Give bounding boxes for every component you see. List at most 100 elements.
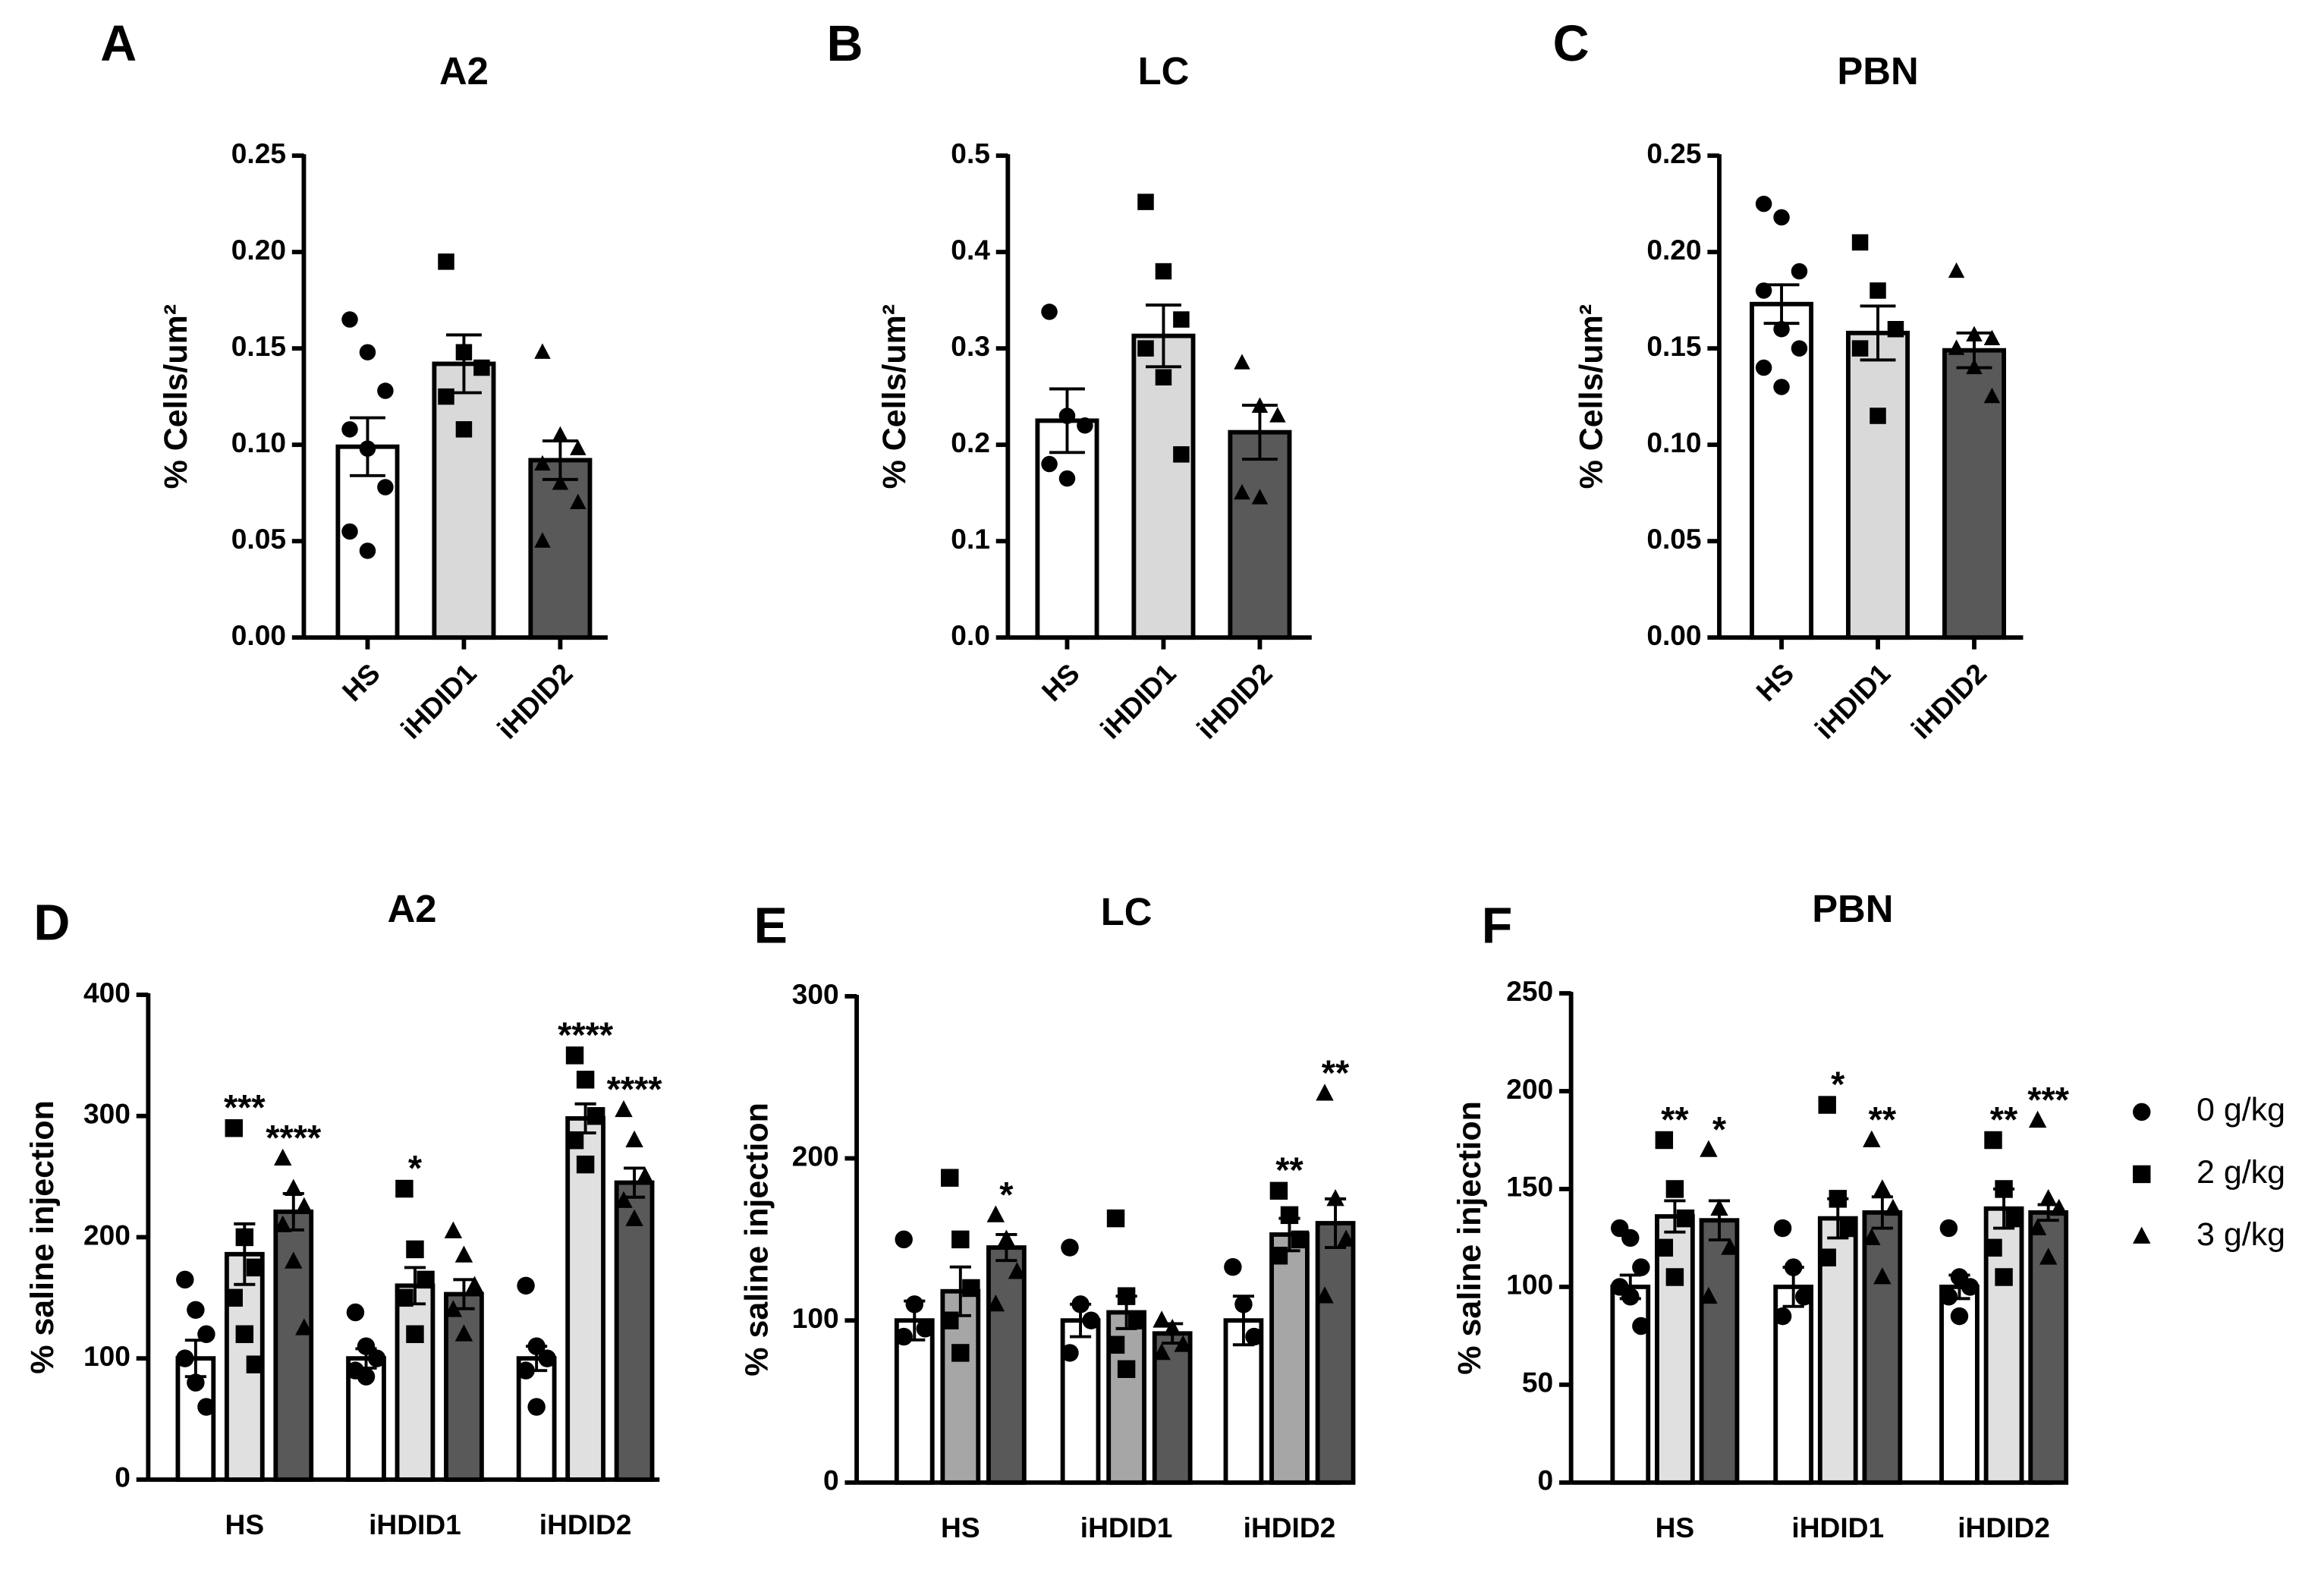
data-point xyxy=(1061,1238,1079,1257)
y-tick-label: 200 xyxy=(792,1140,839,1172)
x-tick-label: HS xyxy=(1750,657,1800,707)
data-point xyxy=(517,1276,535,1295)
data-point xyxy=(1773,321,1790,338)
data-point xyxy=(341,421,358,438)
data-point xyxy=(1939,1288,1958,1306)
data-point xyxy=(1173,446,1190,463)
data-point xyxy=(962,1279,980,1298)
y-axis-label: % Cells/um² xyxy=(876,304,913,489)
data-point xyxy=(1966,326,1983,341)
data-point xyxy=(1829,1190,1847,1208)
significance: *** xyxy=(2027,1081,2069,1120)
data-point xyxy=(273,1215,292,1232)
data-point xyxy=(1155,263,1172,280)
data-point xyxy=(2039,1188,2058,1206)
data-point xyxy=(246,1355,265,1373)
data-point xyxy=(1071,1295,1090,1313)
data-point xyxy=(1863,1228,1881,1245)
data-point xyxy=(1269,1181,1288,1200)
bar xyxy=(1846,330,1910,640)
y-tick-label: 0.25 xyxy=(1646,137,1701,169)
panel-letter: A xyxy=(100,16,137,72)
data-point xyxy=(615,1100,633,1118)
data-point xyxy=(1291,1230,1310,1249)
significance: ** xyxy=(1869,1100,1897,1139)
bar xyxy=(1699,1218,1740,1485)
data-point xyxy=(2039,1247,2058,1265)
bar xyxy=(528,458,593,640)
data-point xyxy=(1791,340,1808,357)
data-point xyxy=(1870,407,1886,424)
data-point xyxy=(1818,1096,1836,1114)
data-point xyxy=(346,1303,365,1322)
data-point xyxy=(1337,1229,1355,1247)
data-point xyxy=(1234,1295,1253,1313)
data-point xyxy=(1755,359,1772,376)
data-point xyxy=(377,382,394,399)
y-tick-label: 0.2 xyxy=(951,426,990,458)
y-tick-label: 0 xyxy=(1538,1464,1554,1496)
data-point xyxy=(1174,1335,1192,1352)
data-point xyxy=(455,344,473,360)
y-tick-label: 100 xyxy=(1506,1269,1553,1301)
data-point xyxy=(1621,1229,1640,1247)
y-axis-label: % Cells/um² xyxy=(1573,304,1609,489)
data-point xyxy=(406,1240,424,1259)
data-point xyxy=(187,1301,205,1320)
data-point xyxy=(1269,1247,1288,1265)
data-point xyxy=(406,1325,424,1343)
y-tick-label: 300 xyxy=(83,1098,131,1130)
data-point xyxy=(587,1107,605,1125)
data-point xyxy=(2050,1198,2068,1216)
data-point xyxy=(285,1178,303,1196)
data-point xyxy=(1127,1311,1146,1329)
data-point xyxy=(359,344,376,360)
data-point xyxy=(235,1325,254,1343)
data-point xyxy=(941,1311,959,1329)
data-point xyxy=(1983,329,2001,346)
data-point xyxy=(1008,1262,1027,1279)
data-point xyxy=(1984,1238,2002,1257)
data-point xyxy=(1851,234,1869,251)
y-axis-label: % saline injection xyxy=(739,1103,775,1376)
data-point xyxy=(570,439,587,455)
data-point xyxy=(1137,193,1154,210)
bar xyxy=(444,1291,484,1482)
data-point xyxy=(417,1270,435,1289)
data-point xyxy=(1058,470,1076,487)
x-tick-label: HS xyxy=(1656,1512,1695,1543)
data-point xyxy=(176,1270,194,1289)
data-point xyxy=(1710,1198,1728,1216)
legend-label: 3 g/kg xyxy=(2197,1216,2285,1253)
data-point xyxy=(1153,1310,1171,1328)
data-point xyxy=(1326,1189,1344,1206)
data-point xyxy=(538,1349,556,1367)
y-tick-label: 100 xyxy=(792,1302,839,1334)
data-point xyxy=(377,479,394,495)
data-point xyxy=(552,474,569,490)
bar xyxy=(1269,1232,1310,1485)
y-tick-label: 0.10 xyxy=(1646,426,1701,458)
bar xyxy=(986,1245,1027,1485)
data-point xyxy=(2005,1209,2024,1228)
y-tick-label: 0.10 xyxy=(231,426,286,458)
data-point xyxy=(1106,1335,1125,1354)
data-point xyxy=(1773,1219,1792,1238)
data-point xyxy=(1058,407,1076,424)
y-tick-label: 0.4 xyxy=(951,234,990,266)
data-point xyxy=(565,1131,584,1150)
data-point xyxy=(576,1071,595,1089)
bar xyxy=(432,361,496,640)
y-tick-label: 200 xyxy=(83,1219,131,1251)
data-point xyxy=(1153,1343,1171,1361)
data-point xyxy=(1077,417,1093,434)
data-point xyxy=(1966,358,1983,375)
data-point xyxy=(1983,387,2001,404)
data-point xyxy=(285,1251,303,1269)
bar xyxy=(1131,333,1196,640)
data-point xyxy=(1082,1311,1100,1329)
y-tick-label: 0.00 xyxy=(1646,619,1701,651)
data-point xyxy=(438,253,454,270)
data-point xyxy=(1041,455,1058,473)
data-point xyxy=(1700,1286,1718,1304)
